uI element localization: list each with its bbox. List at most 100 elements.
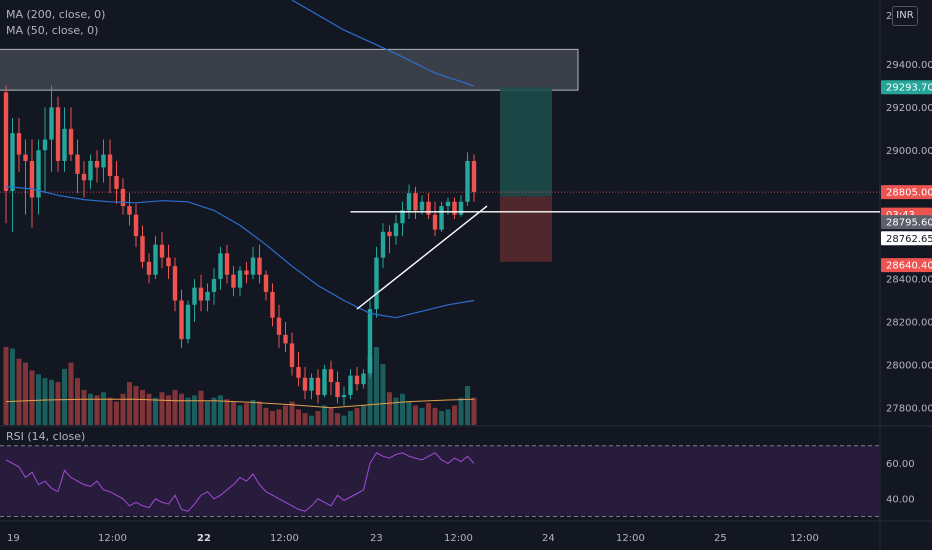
candle-body <box>289 343 295 368</box>
time-axis[interactable]: 19 12:00 22 12:00 23 12:00 24 12:00 25 12:00 <box>7 533 819 544</box>
candle-body <box>387 231 392 237</box>
volume-bar <box>10 348 15 425</box>
volume-bar <box>309 415 314 425</box>
candle-body <box>29 160 35 198</box>
volume-bar <box>224 399 230 425</box>
volume-bar <box>153 397 158 425</box>
rsi-label: RSI (14, close) <box>6 430 86 443</box>
candle-body <box>23 154 28 161</box>
volume-bar <box>23 362 28 425</box>
candle-body <box>94 160 100 168</box>
volume-bar <box>231 401 236 425</box>
volume-bar <box>432 407 438 425</box>
volume-bar <box>419 407 425 425</box>
candle-body <box>198 287 204 301</box>
candle-body <box>322 369 327 395</box>
candle-body <box>159 244 165 258</box>
candle-body <box>42 139 48 151</box>
volume-bar <box>452 405 457 425</box>
time-tick: 12:00 <box>270 533 299 544</box>
volume-bar <box>127 382 132 425</box>
candle-body <box>439 206 444 230</box>
price-tag: 29293.70 <box>886 83 932 94</box>
price-tag: 28795.60 <box>886 218 932 229</box>
legend-ma200[interactable]: MA (200, close, 0) <box>6 8 105 21</box>
candle-body <box>68 128 74 155</box>
volume-bar <box>439 410 444 425</box>
candlesticks <box>3 85 477 406</box>
volume-bar <box>62 368 67 425</box>
volume-bar <box>3 347 9 425</box>
legend-ma50[interactable]: MA (50, close, 0) <box>6 24 98 37</box>
volume-bar <box>393 397 399 425</box>
candle-body <box>172 266 178 301</box>
time-tick: 12:00 <box>616 533 645 544</box>
volume-bar <box>107 397 113 425</box>
candle-body <box>250 257 256 275</box>
price-tick: 28200.00 <box>886 317 932 328</box>
candle-body <box>146 261 152 275</box>
rsi-tick: 40.00 <box>886 494 915 505</box>
candle-body <box>3 92 9 192</box>
ma50-label: MA (50, close, 0) <box>6 24 99 37</box>
candle-body <box>75 154 80 174</box>
volume-bar <box>75 378 80 425</box>
volume-bar <box>471 397 477 425</box>
candle-body <box>263 274 269 292</box>
candle-body <box>36 150 41 198</box>
volume-bar <box>55 382 61 425</box>
time-tick: 23 <box>370 533 383 544</box>
candle-body <box>166 257 171 267</box>
volume-bar <box>465 386 470 425</box>
time-tick: 12:00 <box>444 533 473 544</box>
candle-body <box>296 367 301 378</box>
candle-body <box>471 160 477 193</box>
candle-body <box>257 257 262 275</box>
volume-bar <box>114 401 119 425</box>
volume-bar <box>387 392 392 425</box>
candle-body <box>49 107 54 140</box>
candle-body <box>315 377 321 395</box>
ma50-line <box>5 186 475 319</box>
volume-bar <box>146 393 152 425</box>
candle-body <box>211 279 217 292</box>
candle-body <box>367 309 373 374</box>
price-tick: 29000.00 <box>886 146 932 157</box>
volume-bar <box>400 393 405 425</box>
volume-bar <box>211 397 217 425</box>
volume-bar <box>413 405 418 425</box>
time-tick: 25 <box>714 533 727 544</box>
candle-body <box>328 369 334 383</box>
volume-bar <box>159 392 165 425</box>
candle-body <box>224 253 230 275</box>
candle-body <box>218 253 223 280</box>
volume-bar <box>458 397 464 425</box>
volume-bar <box>250 400 256 425</box>
currency-button[interactable]: INR <box>892 6 918 26</box>
volume-bar <box>302 413 308 425</box>
volume-bar <box>322 405 327 425</box>
price-tag-bg <box>881 215 932 230</box>
candle-body <box>380 231 386 258</box>
volume-bar <box>88 393 93 425</box>
position-stop-zone <box>500 196 552 262</box>
volume-bar <box>283 405 288 425</box>
volume-bar <box>296 409 301 425</box>
volume-bar <box>426 403 431 425</box>
price-tick: 29200.00 <box>886 103 932 114</box>
volume-bar <box>205 401 210 425</box>
candle-body <box>62 128 67 161</box>
volume-bar <box>36 374 41 425</box>
candle-body <box>88 160 93 181</box>
legend-rsi[interactable]: RSI (14, close) <box>6 430 85 443</box>
volume-bar <box>198 390 204 425</box>
candle-body <box>432 214 438 230</box>
candle-body <box>81 173 87 181</box>
time-tick: 12:00 <box>98 533 127 544</box>
time-tick: 19 <box>7 533 20 544</box>
candle-body <box>205 291 210 301</box>
price-tag: 28640.40 <box>886 261 932 272</box>
rsi-band <box>0 445 880 517</box>
candle-body <box>341 394 347 398</box>
